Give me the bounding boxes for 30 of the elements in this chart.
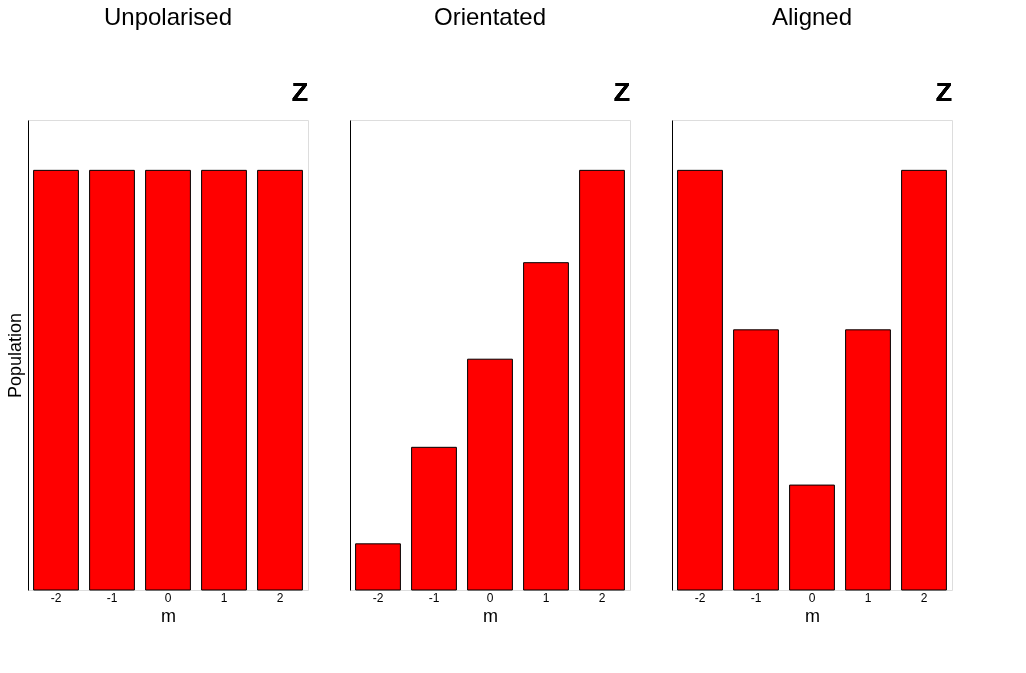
x-tick-label: 0 [164, 590, 172, 605]
x-tick-label: -2 [372, 590, 384, 605]
bar [523, 262, 569, 591]
x-tick-label: 0 [808, 590, 816, 605]
text: Z [614, 77, 631, 107]
x-tick-label: 2 [276, 590, 284, 605]
x-tick-label: 1 [220, 590, 228, 605]
bar [579, 169, 625, 591]
bar [411, 446, 457, 591]
y-axis-title: Population [4, 312, 25, 399]
x-tick-label: -1 [428, 590, 440, 605]
x-tick-label: 2 [598, 590, 606, 605]
x-axis-title: m [161, 605, 176, 626]
x-axis-title: m [805, 605, 820, 626]
bar [467, 358, 513, 591]
x-tick-label: -1 [750, 590, 762, 605]
x-tick-label: 2 [920, 590, 928, 605]
chart-title: Orientated [433, 3, 547, 30]
x-tick-label: -2 [694, 590, 706, 605]
x-tick-label: -2 [50, 590, 62, 605]
x-tick-label: 0 [486, 590, 494, 605]
x-tick-label: -1 [106, 590, 118, 605]
text: Z [936, 77, 953, 107]
text: Z [292, 77, 309, 107]
x-axis-title: m [483, 605, 498, 626]
bar [355, 543, 401, 591]
x-tick-label: 1 [542, 590, 550, 605]
chart-title: Aligned [771, 3, 853, 30]
chart-title: Unpolarised [103, 3, 233, 30]
x-tick-label: 1 [864, 590, 872, 605]
